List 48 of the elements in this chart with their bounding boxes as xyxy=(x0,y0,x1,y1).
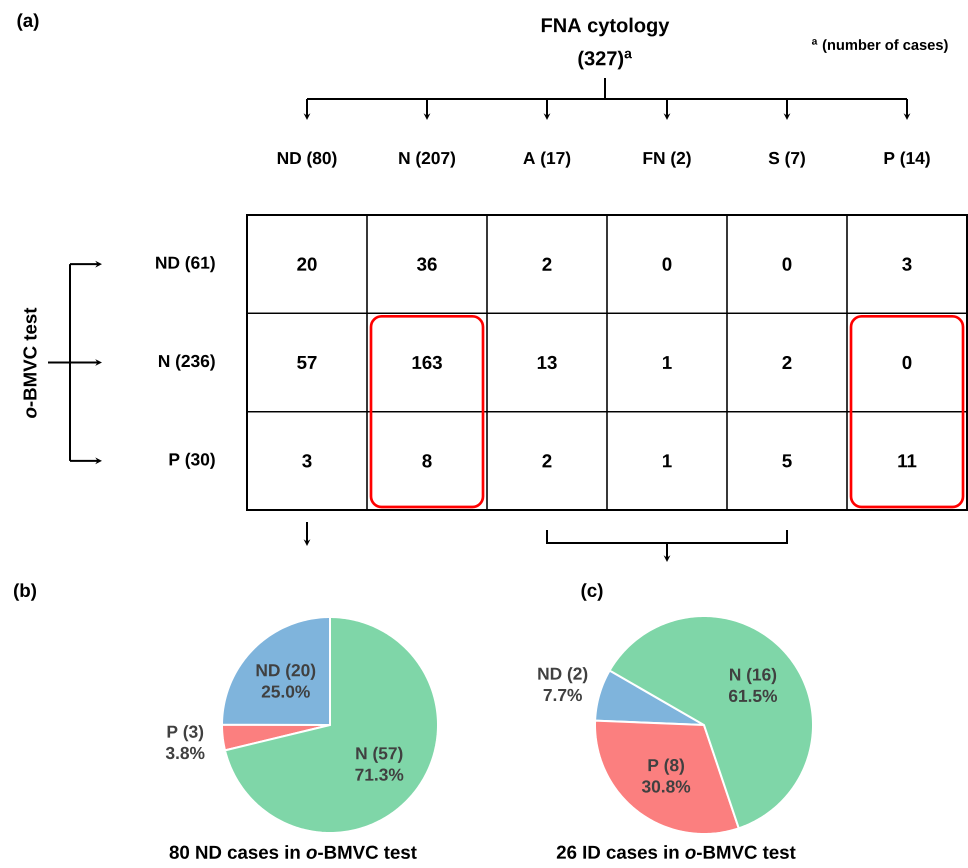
data-label: 8 xyxy=(422,454,432,468)
data-label: 2 xyxy=(542,258,552,271)
y-axis-title: o-BMVC test xyxy=(23,308,37,418)
slice-label: P (8) xyxy=(648,758,684,775)
x-tick-label: ND (80) xyxy=(278,151,336,168)
data-label: 25.0% xyxy=(262,685,310,698)
data-label: 11 xyxy=(898,454,916,468)
slice-label: P (3) xyxy=(168,725,204,742)
data-label: 1 xyxy=(662,356,672,369)
data-label: 3.8% xyxy=(166,746,204,760)
data-label: 71.3% xyxy=(355,768,404,781)
x-tick-label: S (7) xyxy=(768,151,805,168)
data-label: 163 xyxy=(412,356,442,370)
x-tick-label: FN (2) xyxy=(644,151,691,168)
x-tick-label: N (207) xyxy=(399,151,456,168)
data-label: 61.5% xyxy=(728,690,778,702)
data-label: 13 xyxy=(538,356,557,370)
slice-label: ND (2) xyxy=(538,667,588,684)
data-label: 36 xyxy=(417,258,437,271)
data-label: 57 xyxy=(297,356,317,370)
data-label: 20 xyxy=(297,258,317,271)
data-label: 2 xyxy=(782,356,792,370)
text: 80 ND cases in o-BMVC test xyxy=(170,845,417,859)
x-tick-label: P (14) xyxy=(884,151,930,168)
data-label: 1 xyxy=(662,454,672,468)
data-label: 5 xyxy=(782,454,792,468)
y-tick-label: P (30) xyxy=(170,452,215,469)
chart-title: FNA cytology xyxy=(542,18,670,36)
data-label: 0 xyxy=(902,356,912,370)
chart-subtitle: (327)$^{a}$ xyxy=(578,50,632,70)
y-tick-label: N (236) xyxy=(158,354,215,371)
slice-label: N (16) xyxy=(730,668,776,684)
data-label: 30.8% xyxy=(642,780,690,793)
slice-label: ND (20) xyxy=(256,664,316,680)
x-tick-label: A (17) xyxy=(523,151,570,168)
text: (b) xyxy=(14,583,36,601)
data-label: 3 xyxy=(902,258,912,271)
data-label: 0 xyxy=(782,258,792,271)
y-tick-label: ND (61) xyxy=(156,256,215,272)
data-label: 2 xyxy=(542,454,552,468)
text: (a) xyxy=(17,13,38,31)
text: (c) xyxy=(582,583,602,601)
text: $^{a}$ (number of cases) xyxy=(812,39,948,53)
data-label: 7.7% xyxy=(544,688,582,702)
text: 26 ID cases in o-BMVC test xyxy=(556,845,796,859)
slice-label: N (57) xyxy=(356,746,402,763)
data-label: 0 xyxy=(662,258,672,271)
data-label: 3 xyxy=(302,454,312,468)
